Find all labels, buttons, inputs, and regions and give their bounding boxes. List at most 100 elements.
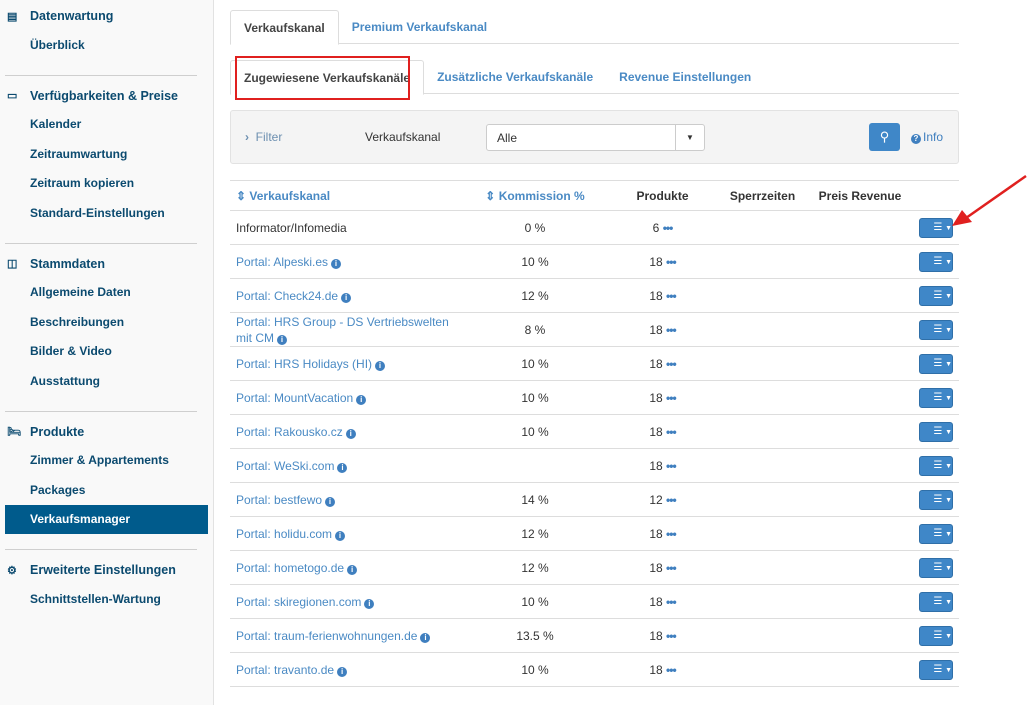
tab-verkaufskanal[interactable]: Verkaufskanal — [230, 10, 339, 45]
search-button[interactable]: ⚲ — [869, 123, 900, 151]
actions-dropdown-button[interactable]: ☰ ▼ — [919, 455, 953, 476]
sidebar-group-header[interactable]: ◫ Stammdaten — [5, 250, 208, 278]
channel-name[interactable]: Portal: Check24.de — [236, 288, 339, 303]
sidebar-group-header[interactable]: 🛏 Produkte — [5, 418, 208, 446]
info-icon[interactable]: i — [337, 462, 348, 473]
sidebar-item[interactable]: Verkaufsmanager — [5, 504, 208, 534]
more-icon[interactable]: ••• — [666, 628, 677, 643]
actions-cell: ☰ ▼ — [910, 550, 959, 585]
channel-name[interactable]: Portal: skiregionen.com — [236, 594, 362, 609]
sidebar-item[interactable]: Zimmer & Appartements — [30, 453, 169, 468]
channel-name[interactable]: Portal: Alpeski.es — [236, 254, 329, 269]
channel-name[interactable]: Portal: HRS Group - DS Vertriebswelten m… — [236, 314, 449, 345]
channel-name-cell[interactable]: Portal: Alpeski.es i — [230, 244, 460, 279]
channel-name[interactable]: Portal: travanto.de — [236, 662, 335, 677]
subtab-zugewiesene[interactable]: Zugewiesene Verkaufskanäle — [230, 60, 425, 95]
info-icon[interactable]: i — [356, 394, 367, 405]
more-icon[interactable]: ••• — [666, 322, 677, 337]
actions-dropdown-button[interactable]: ☰ ▼ — [919, 523, 953, 544]
channel-name-cell[interactable]: Portal: travanto.de i — [230, 652, 460, 687]
more-icon[interactable]: ••• — [666, 254, 677, 269]
more-icon[interactable]: ••• — [666, 458, 677, 473]
info-icon[interactable]: i — [337, 666, 348, 677]
channel-name-cell[interactable]: Portal: skiregionen.com i — [230, 584, 460, 619]
info-icon[interactable]: i — [341, 292, 352, 303]
actions-dropdown-button[interactable]: ☰ ▼ — [919, 591, 953, 612]
channel-name-cell[interactable]: Portal: MountVacation i — [230, 380, 460, 415]
actions-dropdown-button[interactable]: ☰ ▼ — [919, 489, 953, 510]
info-icon[interactable]: i — [364, 598, 375, 609]
actions-dropdown-button[interactable]: ☰ ▼ — [919, 319, 953, 340]
sidebar-group-header[interactable]: ⚙ Erweiterte Einstellungen — [5, 556, 208, 584]
actions-dropdown-button[interactable]: ☰ ▼ — [919, 625, 953, 646]
actions-dropdown-button[interactable]: ☰ ▼ — [919, 421, 953, 442]
more-icon[interactable]: ••• — [666, 560, 677, 575]
header-verkaufskanal[interactable]: ⇕ Verkaufskanal — [230, 180, 460, 211]
info-icon[interactable]: i — [331, 258, 342, 269]
info-icon[interactable]: i — [335, 530, 346, 541]
more-icon[interactable]: ••• — [666, 492, 677, 507]
sidebar-item[interactable]: Packages — [30, 482, 86, 497]
actions-cell: ☰ ▼ — [910, 278, 959, 313]
info-icon[interactable]: i — [345, 428, 356, 439]
more-icon[interactable]: ••• — [662, 220, 674, 235]
sidebar-item[interactable]: Beschreibungen — [30, 314, 125, 329]
channel-name[interactable]: Portal: HRS Holidays (HI) — [236, 356, 373, 371]
more-icon[interactable]: ••• — [666, 526, 677, 541]
actions-dropdown-button[interactable]: ☰ ▼ — [919, 353, 953, 374]
channel-name[interactable]: Portal: WeSki.com — [236, 458, 335, 473]
more-icon[interactable]: ••• — [666, 356, 677, 371]
info-icon[interactable]: i — [277, 334, 287, 345]
actions-dropdown-button[interactable]: ☰ ▼ — [919, 217, 953, 238]
channel-name[interactable]: Portal: traum-ferienwohnungen.de — [236, 628, 418, 643]
verkaufskanal-select[interactable]: Alle ▼ — [486, 124, 705, 151]
sidebar-item[interactable]: Zeitraum kopieren — [30, 176, 135, 191]
channel-name[interactable]: Portal: holidu.com — [236, 526, 333, 541]
channel-name[interactable]: Portal: MountVacation — [236, 390, 354, 405]
channel-name-cell[interactable]: Portal: Check24.de i — [230, 278, 460, 313]
sidebar-item[interactable]: Ausstattung — [30, 373, 100, 388]
info-icon[interactable]: i — [347, 564, 358, 575]
sidebar-item[interactable]: Standard-Einstellungen — [30, 205, 165, 220]
more-icon[interactable]: ••• — [666, 424, 677, 439]
menu-icon: ☰ — [933, 595, 943, 607]
header-kommission[interactable]: ⇕ Kommission % — [460, 180, 610, 211]
sidebar-item[interactable]: Schnittstellen-Wartung — [30, 591, 161, 606]
info-icon[interactable]: i — [325, 496, 336, 507]
sidebar-item[interactable]: Kalender — [30, 117, 82, 132]
subtab-zusaetzliche[interactable]: Zusätzliche Verkaufskanäle — [437, 70, 594, 84]
sidebar-item[interactable]: Zeitraumwartung — [30, 146, 128, 161]
actions-dropdown-button[interactable]: ☰ ▼ — [919, 285, 953, 306]
channel-name-cell[interactable]: Portal: Rakousko.cz i — [230, 414, 460, 449]
sidebar-item[interactable]: Bilder & Video — [30, 344, 112, 359]
info-icon[interactable]: i — [375, 360, 386, 371]
channel-name[interactable]: Portal: hometogo.de — [236, 560, 345, 575]
channel-name-cell[interactable]: Portal: WeSki.com i — [230, 448, 460, 483]
channel-name-cell[interactable]: Portal: hometogo.de i — [230, 550, 460, 585]
more-icon[interactable]: ••• — [666, 594, 677, 609]
channel-name-cell[interactable]: Portal: HRS Group - DS Vertriebswelten m… — [230, 312, 460, 347]
channel-name[interactable]: Portal: Rakousko.cz — [236, 424, 343, 439]
actions-dropdown-button[interactable]: ☰ ▼ — [919, 251, 953, 272]
caret-down-icon: ▼ — [945, 632, 952, 640]
channel-name-cell[interactable]: Portal: traum-ferienwohnungen.de i — [230, 618, 460, 653]
actions-dropdown-button[interactable]: ☰ ▼ — [919, 387, 953, 408]
sidebar-group-header[interactable]: ▭ Verfügbarkeiten & Preise — [5, 82, 208, 110]
more-icon[interactable]: ••• — [666, 390, 677, 405]
info-icon[interactable]: i — [420, 632, 431, 643]
filter-toggle[interactable]: › Filter — [245, 130, 282, 144]
sidebar-group-header[interactable]: ▤ Datenwartung — [5, 2, 208, 30]
actions-dropdown-button[interactable]: ☰ ▼ — [919, 659, 953, 680]
channel-name-cell[interactable]: Portal: bestfewo i — [230, 482, 460, 517]
channel-name-cell[interactable]: Portal: HRS Holidays (HI) i — [230, 346, 460, 381]
subtab-revenue[interactable]: Revenue Einstellungen — [619, 70, 752, 84]
channel-name[interactable]: Portal: bestfewo — [236, 492, 323, 507]
channel-name-cell[interactable]: Portal: holidu.com i — [230, 516, 460, 551]
sidebar-item[interactable]: Überblick — [30, 37, 85, 52]
more-icon[interactable]: ••• — [666, 662, 677, 677]
tab-premium-verkaufskanal[interactable]: Premium Verkaufskanal — [351, 20, 488, 34]
info-link[interactable]: ? Info — [911, 130, 943, 144]
actions-dropdown-button[interactable]: ☰ ▼ — [919, 557, 953, 578]
more-icon[interactable]: ••• — [666, 288, 677, 303]
sidebar-item[interactable]: Allgemeine Daten — [30, 285, 131, 300]
